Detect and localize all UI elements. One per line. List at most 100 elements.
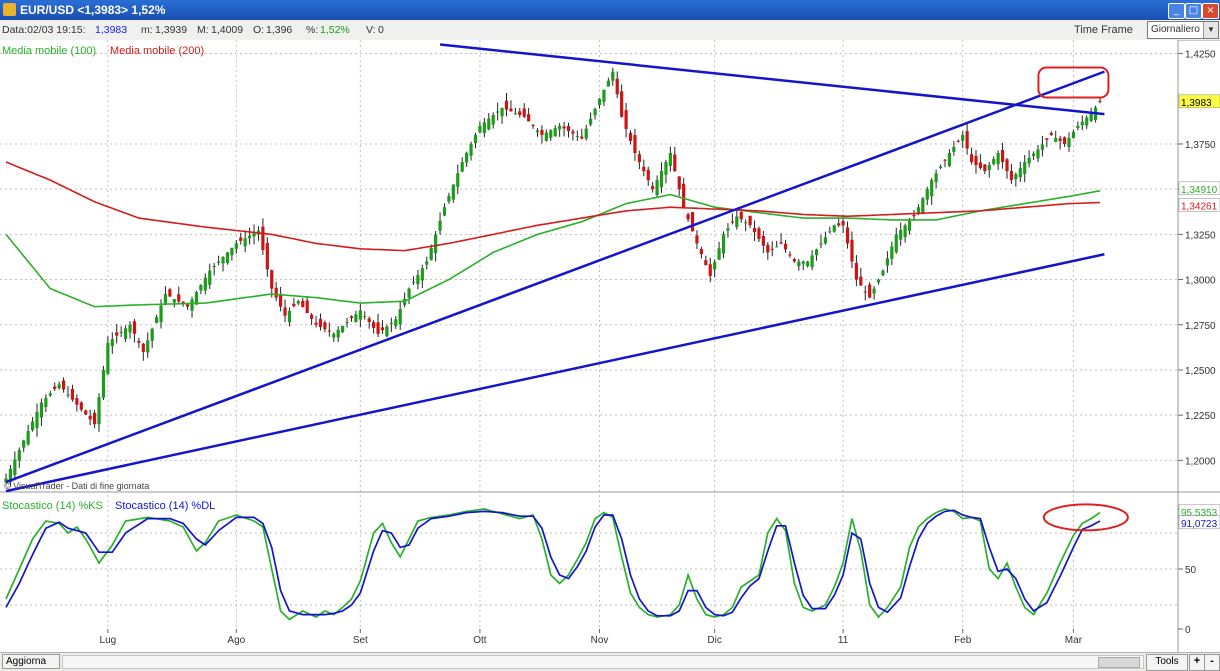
- zoom-in-button[interactable]: +: [1189, 654, 1205, 671]
- candle-body: [1027, 157, 1031, 164]
- scrollbar-thumb[interactable]: [1098, 657, 1140, 668]
- candle-body: [305, 300, 309, 314]
- candle-body: [659, 171, 664, 188]
- info-vol: 0: [378, 24, 384, 36]
- tools-button[interactable]: Tools: [1146, 654, 1188, 671]
- candle-body: [974, 155, 978, 166]
- candle-body: [301, 300, 305, 308]
- candle-body: [30, 421, 35, 431]
- candle-body: [22, 440, 26, 448]
- candle-body: [881, 270, 885, 276]
- candle-body: [150, 328, 154, 341]
- candle-body: [1076, 125, 1080, 129]
- candle-body: [8, 468, 13, 483]
- candle-body: [876, 279, 881, 283]
- candle-body: [1085, 117, 1089, 126]
- candle-body: [190, 299, 194, 311]
- candle-body: [624, 110, 628, 129]
- candle-body: [566, 125, 571, 131]
- candle-body: [141, 343, 145, 352]
- horizontal-scrollbar[interactable]: [62, 655, 1144, 669]
- candle-body: [1045, 138, 1049, 140]
- candle-body: [921, 198, 925, 213]
- candle-body: [938, 166, 943, 168]
- maximize-button[interactable]: □: [1185, 3, 1202, 19]
- candle-body: [389, 322, 393, 324]
- candle-body: [872, 288, 876, 294]
- candle-body: [1080, 121, 1084, 126]
- candle-body: [279, 294, 283, 307]
- candle-body: [252, 233, 256, 237]
- candle-body: [925, 189, 929, 200]
- bottom-bar: Aggiorna Tools + -: [0, 652, 1220, 671]
- candle-body: [478, 125, 482, 133]
- candle-body: [890, 246, 894, 259]
- candle-body: [752, 228, 757, 233]
- info-min-label: m:: [141, 24, 153, 36]
- info-date: Data:02/03 19:15:: [2, 24, 86, 36]
- candle-body: [376, 322, 380, 334]
- candle-body: [965, 131, 969, 149]
- close-button[interactable]: ×: [1202, 3, 1219, 19]
- candle-body: [841, 221, 845, 226]
- candles: [4, 67, 1102, 487]
- candle-body: [792, 259, 796, 262]
- price-axis: 1,42501,37501,35001,32501,30001,27501,25…: [1178, 50, 1216, 467]
- candle-body: [868, 284, 872, 298]
- price-tick-label: 1,3250: [1185, 230, 1216, 241]
- candle-body: [943, 159, 947, 161]
- candle-body: [318, 318, 323, 328]
- trendlines: [5, 43, 1105, 493]
- candle-body: [522, 108, 526, 117]
- highlights: [1037, 66, 1129, 532]
- candle-body: [544, 132, 548, 141]
- candle-body: [469, 143, 473, 156]
- candle-body: [597, 98, 602, 105]
- candle-body: [952, 146, 956, 152]
- candle-body: [518, 111, 522, 116]
- candle-body: [354, 314, 358, 323]
- zoom-out-button[interactable]: -: [1204, 654, 1220, 671]
- candle-body: [1054, 137, 1058, 142]
- chevron-down-icon[interactable]: ▼: [1203, 22, 1218, 38]
- candle-body: [398, 309, 402, 325]
- candle-body: [438, 220, 442, 231]
- candle-body: [947, 153, 952, 167]
- candle-body: [17, 449, 21, 461]
- refresh-button[interactable]: Aggiorna: [2, 654, 60, 669]
- minimize-button[interactable]: _: [1168, 3, 1185, 19]
- timeframe-select[interactable]: Giornaliero ▼: [1147, 21, 1219, 39]
- time-tick-label: Nov: [591, 635, 609, 646]
- candle-body: [185, 304, 190, 307]
- candle-body: [1089, 113, 1093, 121]
- candle-body: [66, 394, 70, 396]
- candle-body: [137, 340, 141, 343]
- candle-body: [61, 380, 66, 390]
- candle-body: [132, 321, 137, 334]
- candle-body: [845, 227, 850, 244]
- candle-body: [372, 322, 376, 328]
- legend-stoch-d: Stocastico (14) %DL: [115, 500, 215, 512]
- candle-body: [323, 322, 327, 330]
- price-tick-label: 1,2500: [1185, 366, 1216, 377]
- candle-body: [128, 324, 132, 333]
- app-icon: [3, 3, 16, 16]
- candle-body: [558, 125, 562, 130]
- candle-body: [628, 132, 633, 141]
- candle-body: [721, 234, 726, 254]
- chart-area[interactable]: 1,42501,37501,35001,32501,30001,27501,25…: [0, 40, 1220, 652]
- candle-body: [1005, 159, 1009, 172]
- info-max: 1,4009: [211, 24, 244, 36]
- candle-body: [819, 243, 823, 245]
- candle-body: [726, 228, 730, 231]
- price-tick-label: 1,3750: [1185, 140, 1216, 151]
- candle-body: [345, 322, 349, 324]
- time-tick-label: Lug: [100, 635, 117, 646]
- candle-body: [553, 128, 557, 137]
- candle-body: [584, 128, 588, 139]
- candle-body: [425, 261, 429, 265]
- legend-ma100: Media mobile (100): [2, 45, 96, 57]
- candle-body: [611, 71, 615, 81]
- stochastic-k-line: [5, 508, 1101, 621]
